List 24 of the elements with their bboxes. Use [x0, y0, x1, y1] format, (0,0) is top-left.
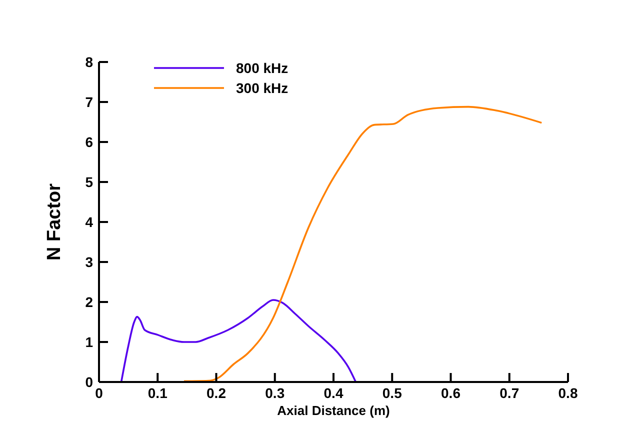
legend-label: 800 kHz: [236, 60, 288, 76]
x-tick-label: 0.8: [558, 385, 578, 401]
y-tick-label: 0: [85, 374, 94, 390]
y-tick-label: 7: [85, 94, 94, 110]
x-axis-title: Axial Distance (m): [277, 403, 390, 418]
y-tick-label: 4: [85, 214, 94, 230]
x-tick-label: 0.4: [324, 385, 344, 401]
y-tick-label: 5: [85, 174, 94, 190]
x-tick-label: 0.1: [148, 385, 168, 401]
y-tick-label: 6: [85, 134, 94, 150]
line-series: [120, 299, 357, 383]
x-tick-label: 0.5: [382, 385, 402, 401]
line-series: [183, 106, 543, 382]
x-tick-label: 0: [95, 385, 104, 401]
x-tick-label: 0.2: [206, 385, 226, 401]
x-tick-label: 0.7: [500, 385, 520, 401]
legend-label: 300 kHz: [236, 80, 288, 96]
y-tick-label: 1: [85, 334, 94, 350]
y-tick-label: 8: [85, 54, 94, 70]
y-axis-title: N Factor: [44, 182, 65, 261]
x-tick-label: 0.3: [265, 385, 285, 401]
x-tick-label: 0.6: [441, 385, 461, 401]
y-tick-label: 3: [85, 254, 94, 270]
y-tick-label: 2: [85, 294, 94, 310]
